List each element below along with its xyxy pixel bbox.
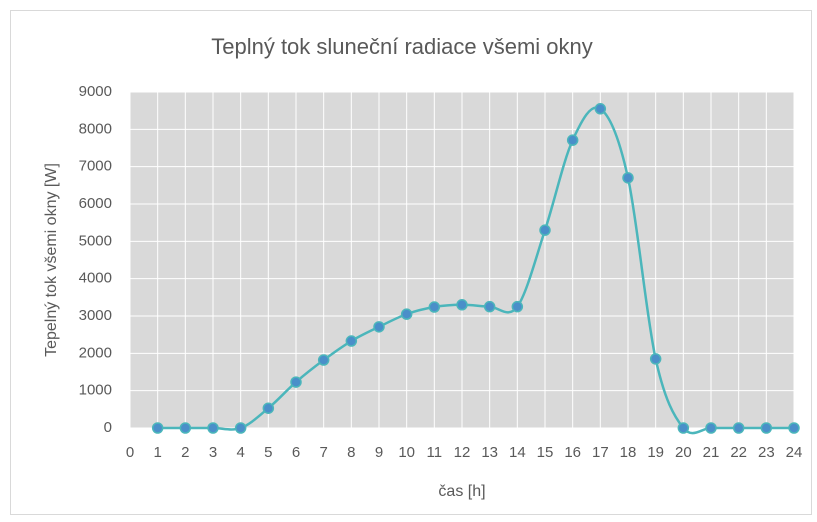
data-point xyxy=(400,308,413,320)
y-tick-label: 1000 xyxy=(79,382,112,399)
x-tick-label: 5 xyxy=(264,444,272,461)
x-tick-label: 8 xyxy=(347,444,355,461)
data-point xyxy=(262,402,275,414)
x-tick-label: 4 xyxy=(236,444,244,461)
data-point xyxy=(234,422,247,434)
data-point xyxy=(317,354,330,366)
x-tick-label: 22 xyxy=(730,444,747,461)
x-tick-label: 13 xyxy=(481,444,498,461)
y-tick-label: 3000 xyxy=(79,307,112,324)
y-tick-label: 9000 xyxy=(79,83,112,100)
data-point xyxy=(483,300,496,313)
data-point xyxy=(207,422,219,434)
data-point xyxy=(760,422,773,434)
x-axis-label: čas [h] xyxy=(438,483,485,500)
x-tick-label: 16 xyxy=(564,444,581,461)
x-tick-label: 23 xyxy=(758,444,775,461)
data-point xyxy=(539,224,551,236)
x-tick-label: 20 xyxy=(675,444,692,461)
data-point xyxy=(788,422,800,434)
data-point xyxy=(290,376,302,388)
data-point xyxy=(511,300,524,313)
data-point xyxy=(373,321,385,333)
y-tick-label: 8000 xyxy=(79,120,112,137)
x-tick-label: 7 xyxy=(319,444,327,461)
data-point xyxy=(649,353,662,365)
x-tick-label: 3 xyxy=(209,444,217,461)
x-tick-label: 1 xyxy=(153,444,161,461)
y-tick-label: 5000 xyxy=(79,232,112,249)
chart-title: Teplný tok sluneční radiace všemi okny xyxy=(211,34,593,59)
x-tick-label: 19 xyxy=(647,444,664,461)
x-tick-label: 9 xyxy=(375,444,383,461)
y-tick-label: 4000 xyxy=(79,270,112,287)
data-point xyxy=(705,422,717,434)
y-tick-label: 2000 xyxy=(79,344,112,361)
data-point xyxy=(151,422,164,434)
x-tick-label: 17 xyxy=(592,444,609,461)
y-axis-label: Tepelný tok všemi okny [W] xyxy=(43,163,60,357)
data-point xyxy=(428,301,441,313)
x-tick-label: 10 xyxy=(398,444,415,461)
x-tick-label: 2 xyxy=(181,444,189,461)
x-tick-label: 18 xyxy=(620,444,637,461)
x-tick-label: 6 xyxy=(292,444,300,461)
data-point xyxy=(456,299,468,311)
data-point xyxy=(566,134,579,146)
data-point xyxy=(179,422,192,434)
data-point xyxy=(677,422,690,434)
x-tick-label: 15 xyxy=(537,444,554,461)
x-tick-label: 12 xyxy=(454,444,471,461)
data-point xyxy=(594,103,607,115)
x-tick-label: 14 xyxy=(509,444,526,461)
data-point xyxy=(732,422,745,434)
x-tick-label: 0 xyxy=(126,444,134,461)
x-tick-label: 21 xyxy=(703,444,720,461)
x-tick-label: 24 xyxy=(786,444,803,461)
data-point xyxy=(622,172,634,184)
y-tick-label: 6000 xyxy=(79,195,112,212)
y-tick-label: 7000 xyxy=(79,158,112,175)
data-point xyxy=(345,335,358,347)
y-tick-label: 0 xyxy=(104,419,112,436)
x-tick-label: 11 xyxy=(427,444,443,461)
